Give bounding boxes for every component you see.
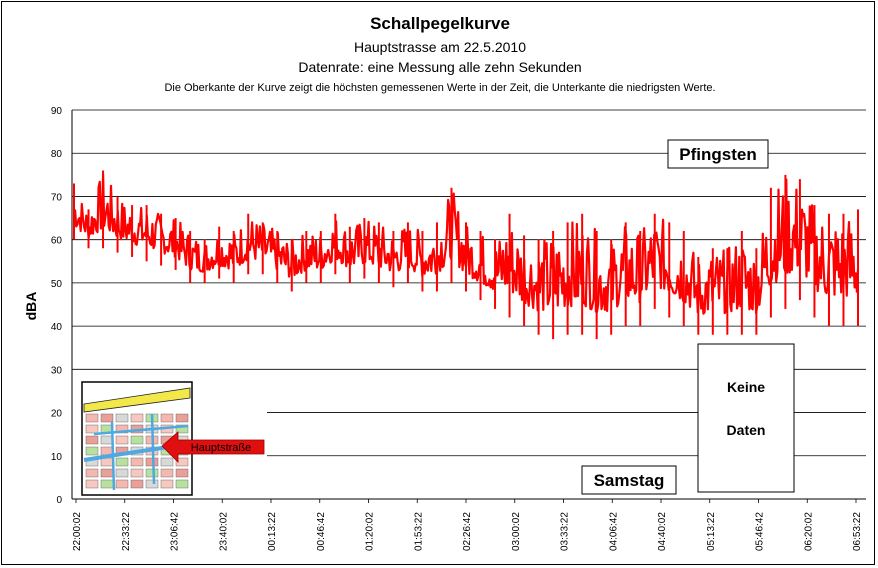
map-block xyxy=(175,468,189,478)
map-block xyxy=(160,457,174,467)
map-block xyxy=(115,468,129,478)
chart-note: Die Oberkante der Kurve zeigt die höchst… xyxy=(164,82,715,94)
x-tick-04:06:42: 04:06:42 xyxy=(608,512,619,551)
map-block xyxy=(100,468,114,478)
x-tick-03:00:02: 03:00:02 xyxy=(511,512,522,551)
map-block xyxy=(100,413,114,423)
y-tick-90: 90 xyxy=(51,106,63,117)
map-block xyxy=(130,413,144,423)
map-block xyxy=(85,413,99,423)
y-tick-60: 60 xyxy=(51,236,63,247)
series-sound-level xyxy=(73,170,860,340)
x-tick-22:33:22: 22:33:22 xyxy=(121,512,132,551)
x-tick-05:46:42: 05:46:42 xyxy=(755,512,766,551)
map-block xyxy=(160,479,174,489)
map-street-label: Hauptstraße xyxy=(191,442,252,454)
y-tick-70: 70 xyxy=(51,192,63,203)
x-tick-06:20:02: 06:20:02 xyxy=(803,512,814,551)
map-block xyxy=(145,479,159,489)
y-tick-50: 50 xyxy=(51,279,63,290)
map-block xyxy=(85,424,99,434)
pfingsten-label: Pfingsten xyxy=(667,139,769,169)
map-block xyxy=(175,457,189,467)
x-tick-23:40:02: 23:40:02 xyxy=(218,512,229,551)
map-block xyxy=(145,468,159,478)
x-tick-labels: 22:00:02 22:33:22 23:06:42 23:40:02 00:13:22… xyxy=(72,499,863,551)
y-tick-0: 0 xyxy=(56,495,62,506)
map-block xyxy=(145,457,159,467)
no-data-box: Keine Daten xyxy=(697,343,795,493)
y-tick-10: 10 xyxy=(51,452,63,463)
x-tick-01:20:02: 01:20:02 xyxy=(365,512,376,551)
samstag-text: Samstag xyxy=(594,471,665,490)
map-block xyxy=(115,435,129,445)
map-block xyxy=(100,457,114,467)
map-block xyxy=(175,413,189,423)
x-tick-04:40:02: 04:40:02 xyxy=(657,512,668,551)
pfingsten-text: Pfingsten xyxy=(679,145,756,164)
map-block xyxy=(130,468,144,478)
map-block xyxy=(115,479,129,489)
chart-title: Schallpegelkurve xyxy=(370,14,510,33)
map-block xyxy=(175,424,189,434)
map-arrow-icon xyxy=(161,431,265,463)
map-yellow-street xyxy=(83,387,191,413)
x-tick-22:00:02: 22:00:02 xyxy=(72,512,83,551)
map-block xyxy=(85,468,99,478)
map-block xyxy=(115,413,129,423)
y-tick-labels: 0 10 20 30 40 50 60 70 80 90 xyxy=(51,106,63,506)
x-tick-02:26:42: 02:26:42 xyxy=(462,512,473,551)
x-tick-06:53:22: 06:53:22 xyxy=(852,512,863,551)
y-tick-80: 80 xyxy=(51,149,63,160)
y-tick-40: 40 xyxy=(51,322,63,333)
samstag-label: Samstag xyxy=(581,465,677,495)
map-block xyxy=(85,435,99,445)
map-block xyxy=(100,479,114,489)
y-axis-label: dBA xyxy=(23,292,39,321)
y-tick-30: 30 xyxy=(51,365,63,376)
y-tick-20: 20 xyxy=(51,409,63,420)
chart-subtitle-1: Hauptstrasse am 22.5.2010 xyxy=(354,39,526,55)
map-block xyxy=(85,479,99,489)
x-tick-00:13:22: 00:13:22 xyxy=(267,512,278,551)
x-tick-23:06:42: 23:06:42 xyxy=(170,512,181,551)
map-block xyxy=(175,479,189,489)
street-map-inset: Hauptstraße xyxy=(81,381,265,496)
x-tick-01:53:22: 01:53:22 xyxy=(413,512,424,551)
no-data-line-2: Daten xyxy=(727,422,766,438)
x-tick-00:46:42: 00:46:42 xyxy=(316,512,327,551)
map-side-streets xyxy=(93,413,189,491)
x-tick-03:33:22: 03:33:22 xyxy=(560,512,571,551)
map-block xyxy=(130,457,144,467)
x-tick-05:13:22: 05:13:22 xyxy=(706,512,717,551)
map-block xyxy=(85,446,99,456)
map-block xyxy=(130,479,144,489)
map-block xyxy=(115,457,129,467)
map-block xyxy=(130,435,144,445)
chart-subtitle-2: Datenrate: eine Messung alle zehn Sekund… xyxy=(298,59,581,75)
no-data-line-1: Keine xyxy=(727,379,765,395)
map-block xyxy=(160,468,174,478)
map-block xyxy=(160,413,174,423)
map-block xyxy=(115,424,129,434)
